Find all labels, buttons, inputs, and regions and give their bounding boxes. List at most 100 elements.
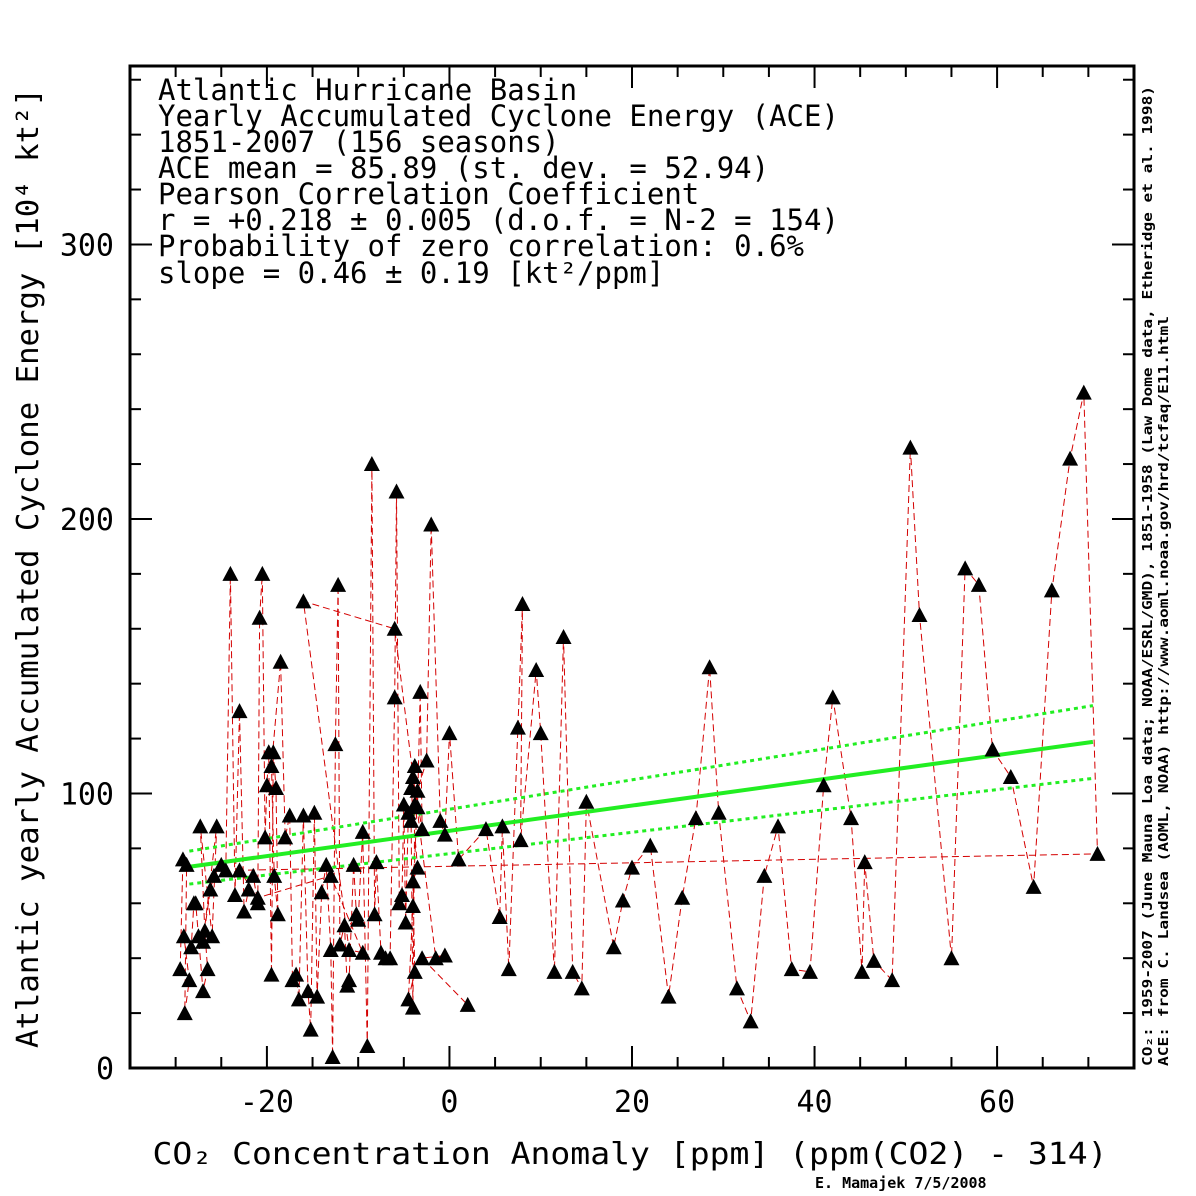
data-point bbox=[277, 829, 294, 845]
data-point bbox=[432, 812, 449, 828]
data-point bbox=[902, 439, 919, 455]
data-point bbox=[512, 832, 529, 848]
data-point bbox=[642, 837, 659, 853]
data-point bbox=[843, 810, 860, 826]
axis-tick-labels: -20 0 20 40 60 0 100 200 300 bbox=[60, 228, 1015, 1120]
data-point bbox=[327, 736, 344, 752]
data-point bbox=[509, 719, 526, 735]
data-point bbox=[324, 1049, 341, 1065]
data-point bbox=[363, 456, 380, 472]
data-point bbox=[528, 661, 545, 677]
data-point bbox=[386, 620, 403, 636]
data-point bbox=[268, 779, 285, 795]
y-tick-label: 100 bbox=[60, 777, 114, 812]
source-note-line-1: CO₂: 1959-2007 (June Mauna Loa data; NOA… bbox=[1141, 86, 1156, 1066]
data-point bbox=[414, 821, 431, 837]
data-point bbox=[404, 898, 421, 914]
data-point bbox=[815, 777, 832, 793]
x-tick-label: 40 bbox=[796, 1085, 832, 1120]
source-note-line-2: ACE: from C. Landsea (AOML, NOAA) http:/… bbox=[1157, 316, 1172, 1066]
annotation-block: Atlantic Hurricane Basin Yearly Accumula… bbox=[158, 73, 839, 290]
data-point bbox=[701, 659, 718, 675]
data-point bbox=[400, 991, 417, 1007]
data-point bbox=[824, 689, 841, 705]
data-point bbox=[624, 859, 640, 875]
data-point bbox=[299, 983, 316, 999]
data-point bbox=[514, 596, 531, 612]
data-point bbox=[660, 988, 677, 1004]
data-point bbox=[359, 1038, 376, 1054]
data-point bbox=[494, 818, 511, 834]
data-point bbox=[412, 683, 429, 699]
data-point bbox=[318, 856, 335, 872]
annotation-line-2: Yearly Accumulated Cyclone Energy (ACE) bbox=[158, 99, 839, 133]
y-axis-title: Atlantic yearly Accumulated Cyclone Ener… bbox=[11, 88, 46, 1048]
data-point bbox=[674, 889, 691, 905]
x-tick-label: -20 bbox=[240, 1085, 294, 1120]
data-point bbox=[231, 703, 248, 719]
data-point bbox=[418, 752, 435, 768]
data-point bbox=[322, 867, 339, 883]
data-point bbox=[313, 884, 330, 900]
data-point bbox=[386, 689, 403, 705]
data-point bbox=[196, 922, 213, 938]
data-point bbox=[183, 939, 200, 955]
data-point bbox=[573, 980, 590, 996]
fit-line bbox=[189, 739, 1094, 869]
fit-lines bbox=[189, 704, 1094, 886]
x-axis-title: CO₂ Concentration Anomaly [ppm] (ppm(CO2… bbox=[153, 1137, 1108, 1172]
data-point bbox=[404, 769, 421, 785]
data-point bbox=[856, 854, 873, 870]
data-point bbox=[322, 941, 339, 957]
x-tick-label: 20 bbox=[614, 1085, 650, 1120]
data-point bbox=[181, 972, 198, 988]
data-point bbox=[404, 999, 421, 1015]
annotation-line-6: r = +0.218 ± 0.005 (d.o.f. = N-2 = 154) bbox=[158, 203, 839, 237]
y-tick-label: 0 bbox=[96, 1052, 114, 1087]
data-point bbox=[295, 593, 312, 609]
data-point bbox=[208, 818, 225, 834]
data-point bbox=[187, 895, 204, 911]
data-point bbox=[605, 939, 622, 955]
data-point bbox=[288, 966, 305, 982]
data-point bbox=[306, 804, 323, 820]
data-point bbox=[236, 903, 253, 919]
annotation-line-1: Atlantic Hurricane Basin bbox=[158, 73, 577, 107]
data-point bbox=[1002, 769, 1019, 785]
data-point bbox=[403, 812, 420, 828]
data-point bbox=[801, 963, 818, 979]
data-point bbox=[783, 961, 800, 977]
data-point bbox=[330, 576, 347, 592]
data-point bbox=[202, 881, 219, 897]
data-point bbox=[265, 744, 282, 760]
data-point bbox=[302, 1021, 319, 1037]
annotation-line-7: Probability of zero correlation: 0.6% bbox=[158, 229, 804, 263]
data-point bbox=[546, 963, 563, 979]
data-point bbox=[354, 944, 371, 960]
data-point bbox=[258, 777, 275, 793]
data-point bbox=[388, 483, 405, 499]
data-point bbox=[309, 988, 326, 1004]
data-point bbox=[409, 782, 426, 798]
data-point bbox=[331, 936, 348, 952]
data-point bbox=[911, 607, 928, 623]
data-point bbox=[491, 909, 508, 925]
data-point bbox=[350, 911, 367, 927]
data-point bbox=[436, 947, 453, 963]
data-point bbox=[409, 859, 426, 875]
data-point bbox=[176, 1005, 193, 1021]
data-point bbox=[984, 741, 1001, 757]
data-point bbox=[226, 887, 243, 903]
data-point bbox=[1062, 450, 1079, 466]
data-point bbox=[266, 867, 283, 883]
data-point bbox=[884, 972, 901, 988]
y-tick-label: 300 bbox=[60, 228, 114, 263]
data-point bbox=[245, 867, 262, 883]
fit-upper-bound bbox=[189, 704, 1094, 853]
data-point bbox=[423, 516, 440, 532]
data-point bbox=[195, 933, 212, 949]
data-point bbox=[249, 889, 266, 905]
data-point bbox=[281, 807, 298, 823]
data-point bbox=[192, 818, 209, 834]
